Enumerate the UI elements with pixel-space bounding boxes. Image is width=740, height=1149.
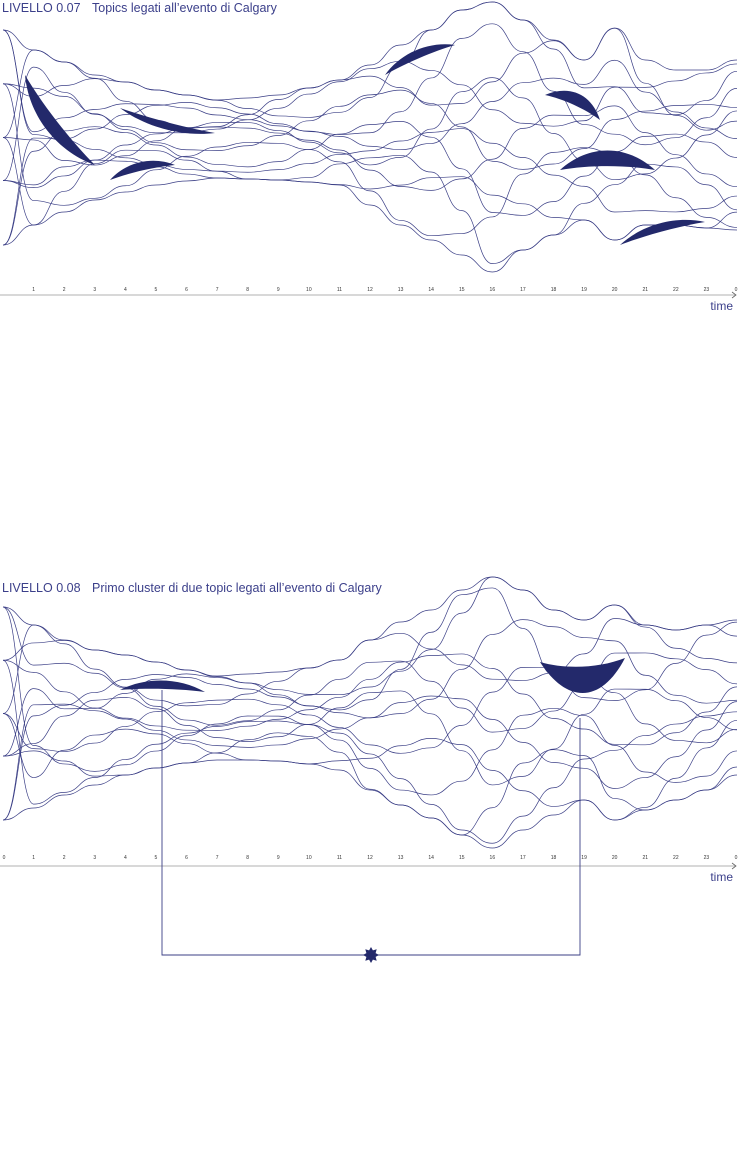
tick-label: 3 <box>93 855 96 861</box>
tick-label: 18 <box>551 855 557 861</box>
tick-label: 1 <box>32 855 35 861</box>
tick-label: 3 <box>93 287 96 293</box>
axis-arrow <box>731 291 737 299</box>
tick-label: 13 <box>398 287 404 293</box>
tick-label: 17 <box>520 855 526 861</box>
panel: LIVELLO 0.07 Topics legati all’evento di … <box>0 1 738 313</box>
tick-label: 11 <box>337 287 342 293</box>
tick-label: 14 <box>428 287 434 293</box>
level-label: LIVELLO 0.08 <box>2 581 81 595</box>
topic-flow <box>2 606 738 733</box>
panel-title: Primo cluster di due topic legati all’ev… <box>92 581 382 595</box>
tick-label: 9 <box>277 855 280 861</box>
tick-label: 7 <box>216 855 219 861</box>
tick-label: 16 <box>490 855 496 861</box>
tick-label: 1 <box>32 287 35 293</box>
panel-title: Topics legati all’evento di Calgary <box>92 1 278 15</box>
topic-flow <box>2 1 738 118</box>
topic-flow <box>2 653 738 746</box>
tick-label: 11 <box>337 855 342 861</box>
topic-highlight <box>120 108 215 134</box>
tick-label: 21 <box>642 855 648 861</box>
level-label: LIVELLO 0.07 <box>2 1 81 15</box>
topic-highlight <box>620 219 705 245</box>
topic-flow <box>2 105 738 191</box>
axis-label: time <box>710 299 733 313</box>
topic-highlight <box>385 44 455 75</box>
panel: LIVELLO 0.08 Primo cluster di due topic l… <box>0 576 738 884</box>
tick-label: 2 <box>63 855 66 861</box>
tick-label: 4 <box>124 287 127 293</box>
topic-highlight <box>560 150 655 170</box>
tick-label: 21 <box>642 287 648 293</box>
topic-flow <box>2 688 738 786</box>
topic-flow <box>2 121 738 246</box>
tick-label: 8 <box>246 855 249 861</box>
topic-flow <box>2 177 738 273</box>
tick-label: 15 <box>459 855 465 861</box>
topic-flow <box>2 1 738 101</box>
tick-label: 17 <box>520 287 526 293</box>
tick-label: 0 <box>3 855 6 861</box>
tick-label: 4 <box>124 855 127 861</box>
topic-flow <box>2 27 738 138</box>
topic-flow <box>2 695 738 821</box>
tick-label: 2 <box>63 287 66 293</box>
axis-label: time <box>710 870 733 884</box>
topic-flow <box>2 576 738 696</box>
tick-label: 0 <box>735 287 738 293</box>
tick-label: 18 <box>551 287 557 293</box>
tick-label: 12 <box>367 287 373 293</box>
tick-label: 19 <box>581 855 587 861</box>
tick-label: 19 <box>581 287 587 293</box>
tick-label: 6 <box>185 287 188 293</box>
tick-label: 7 <box>216 287 219 293</box>
tick-label: 9 <box>277 287 280 293</box>
topic-highlight <box>110 160 175 180</box>
tick-label: 10 <box>306 855 312 861</box>
tick-label: 6 <box>185 855 188 861</box>
tick-label: 22 <box>673 855 679 861</box>
tick-label: 8 <box>246 287 249 293</box>
topic-flow <box>2 759 738 849</box>
topic-flow <box>2 29 738 151</box>
tick-label: 13 <box>398 855 404 861</box>
topic-flow <box>2 29 738 213</box>
tick-label: 10 <box>306 287 312 293</box>
topic-flow <box>2 667 738 754</box>
topic-flow <box>2 83 738 170</box>
tick-label: 23 <box>704 287 710 293</box>
tick-label: 14 <box>428 855 434 861</box>
tick-label: 5 <box>155 287 158 293</box>
topic-flow <box>2 137 738 264</box>
cluster-node <box>363 947 379 963</box>
topic-flow <box>2 659 738 844</box>
topic-flow <box>2 732 738 836</box>
topic-flow <box>2 618 738 714</box>
topic-highlight <box>120 680 205 692</box>
tick-label: 5 <box>155 855 158 861</box>
topic-flow <box>2 60 738 181</box>
tick-label: 20 <box>612 287 618 293</box>
tick-label: 20 <box>612 855 618 861</box>
topic-flow <box>2 159 738 241</box>
topic-flow <box>2 606 738 796</box>
tick-label: 22 <box>673 287 679 293</box>
tick-label: 0 <box>735 855 738 861</box>
topic-flow <box>2 587 738 757</box>
tick-label: 23 <box>704 855 710 861</box>
tick-label: 15 <box>459 287 465 293</box>
tick-label: 12 <box>367 855 373 861</box>
tick-label: 16 <box>490 287 496 293</box>
topic-highlight <box>545 90 600 120</box>
axis-arrow <box>731 862 737 870</box>
topic-flow <box>2 23 738 246</box>
topic-highlight <box>540 658 625 693</box>
topic-flow <box>2 77 738 181</box>
